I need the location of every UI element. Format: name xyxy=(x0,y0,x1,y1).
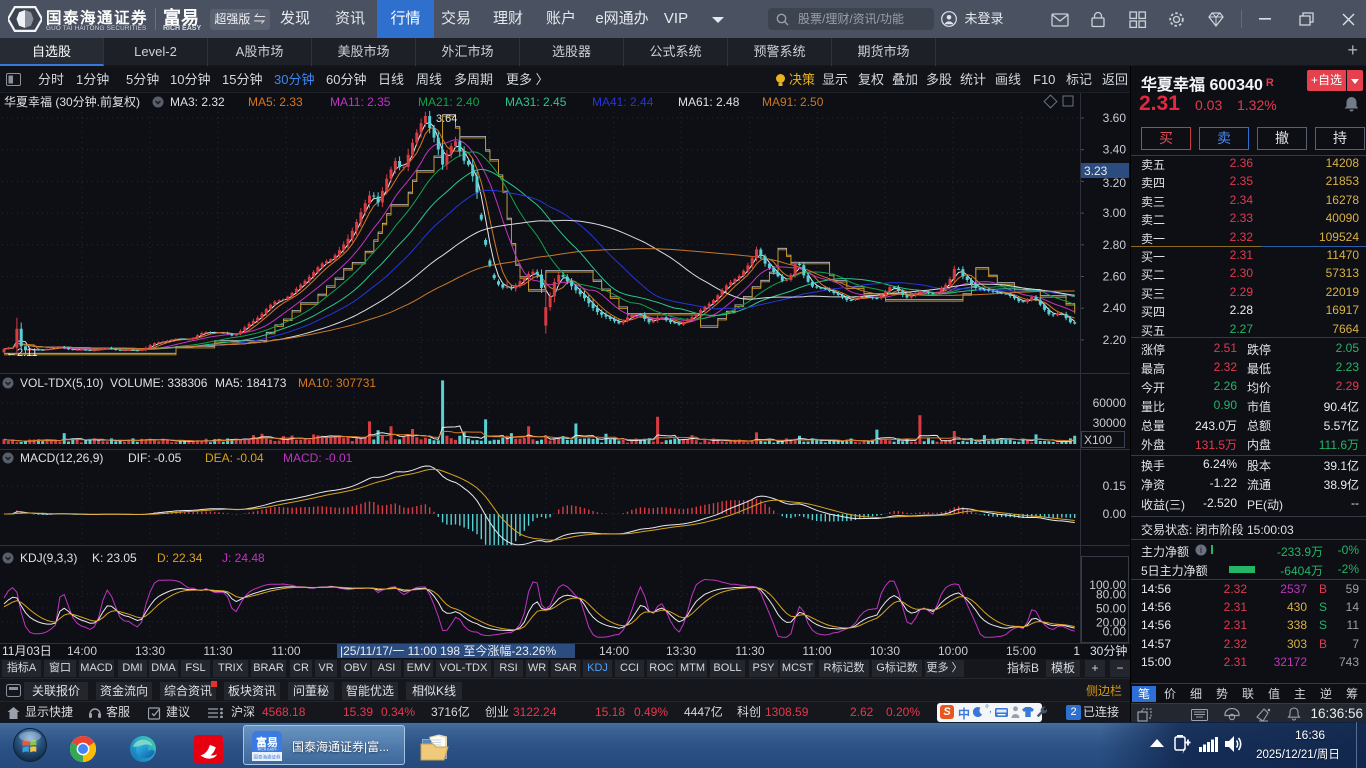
svg-text:MA5: 184173: MA5: 184173 xyxy=(215,376,287,390)
svg-text:J: 24.48: J: 24.48 xyxy=(222,551,265,565)
svg-text:|25/11/17/一 11:00 198 至今涨幅-23.: |25/11/17/一 11:00 198 至今涨幅-23.26% xyxy=(340,643,556,658)
svg-text:3.00: 3.00 xyxy=(1103,206,1127,220)
svg-text:3.64: 3.64 xyxy=(436,113,457,125)
svg-text:14:00: 14:00 xyxy=(67,644,97,658)
svg-text:2.20: 2.20 xyxy=(1103,333,1127,347)
svg-text:国泰海通证券: 国泰海通证券 xyxy=(254,754,281,761)
svg-text:15:00: 15:00 xyxy=(1006,644,1036,658)
svg-text:KDJ(9,3,3): KDJ(9,3,3) xyxy=(20,551,77,565)
svg-text:2.40: 2.40 xyxy=(1103,301,1127,315)
svg-text:11:00: 11:00 xyxy=(271,644,300,658)
svg-text:MA21: 2.40: MA21: 2.40 xyxy=(418,95,480,109)
svg-text:11:00: 11:00 xyxy=(802,644,831,658)
svg-text:3.60: 3.60 xyxy=(1103,111,1127,125)
svg-text:100.00: 100.00 xyxy=(1089,578,1126,592)
svg-text:X100: X100 xyxy=(1084,433,1112,447)
svg-text:MACD(12,26,9): MACD(12,26,9) xyxy=(20,451,103,465)
svg-text:DEA: -0.04: DEA: -0.04 xyxy=(205,451,264,465)
svg-text:0.15: 0.15 xyxy=(1103,479,1127,493)
svg-text:DIF: -0.05: DIF: -0.05 xyxy=(128,451,182,465)
svg-text:华夏幸福 (30分钟.前复权): 华夏幸福 (30分钟.前复权) xyxy=(4,94,140,109)
svg-text:2.80: 2.80 xyxy=(1103,238,1127,252)
svg-text:MA91: 2.50: MA91: 2.50 xyxy=(762,95,824,109)
svg-text:0.00: 0.00 xyxy=(1103,625,1127,639)
svg-text:13:30: 13:30 xyxy=(135,644,165,658)
svg-text:MA10: 307731: MA10: 307731 xyxy=(298,376,376,390)
svg-text:13:30: 13:30 xyxy=(666,644,696,658)
svg-text:3.23: 3.23 xyxy=(1084,164,1108,178)
svg-text:MACD: -0.01: MACD: -0.01 xyxy=(283,451,353,465)
svg-text:i: i xyxy=(1200,545,1202,555)
svg-text:11月03日: 11月03日 xyxy=(2,644,52,658)
svg-text:MA3: 2.32: MA3: 2.32 xyxy=(170,95,225,109)
svg-text:11:30: 11:30 xyxy=(735,644,764,658)
svg-text:VOL-TDX(5,10): VOL-TDX(5,10) xyxy=(20,376,103,390)
svg-text:14:00: 14:00 xyxy=(599,644,629,658)
svg-text:MA61: 2.48: MA61: 2.48 xyxy=(678,95,740,109)
svg-text:30分钟: 30分钟 xyxy=(1090,643,1127,658)
svg-text:-RICH EASY-: -RICH EASY- xyxy=(257,748,279,752)
svg-text:0.00: 0.00 xyxy=(1103,507,1127,521)
svg-text:2.60: 2.60 xyxy=(1103,270,1127,284)
svg-text:50.00: 50.00 xyxy=(1096,601,1126,615)
svg-text:11:30: 11:30 xyxy=(203,644,232,658)
svg-text:MA5: 2.33: MA5: 2.33 xyxy=(248,95,303,109)
svg-text:VOLUME: 338306: VOLUME: 338306 xyxy=(110,376,208,390)
svg-text:3.40: 3.40 xyxy=(1103,143,1127,157)
svg-text:MA11: 2.35: MA11: 2.35 xyxy=(330,95,391,109)
svg-text:MA31: 2.45: MA31: 2.45 xyxy=(505,95,567,109)
svg-text:60000: 60000 xyxy=(1093,396,1127,410)
svg-text:20.00: 20.00 xyxy=(1096,615,1126,629)
svg-text:MA41: 2.44: MA41: 2.44 xyxy=(592,95,654,109)
svg-text:10:00: 10:00 xyxy=(938,644,968,658)
svg-text:D: 22.34: D: 22.34 xyxy=(157,551,203,565)
svg-text:富易: 富易 xyxy=(256,735,278,749)
svg-text:K: 23.05: K: 23.05 xyxy=(92,551,137,565)
svg-text:1: 1 xyxy=(1073,644,1080,658)
svg-text:10:30: 10:30 xyxy=(870,644,900,658)
svg-text:3.20: 3.20 xyxy=(1103,176,1127,190)
svg-text:←2.11: ←2.11 xyxy=(6,347,38,359)
svg-text:80.00: 80.00 xyxy=(1096,587,1126,601)
svg-text:30000: 30000 xyxy=(1093,416,1127,430)
